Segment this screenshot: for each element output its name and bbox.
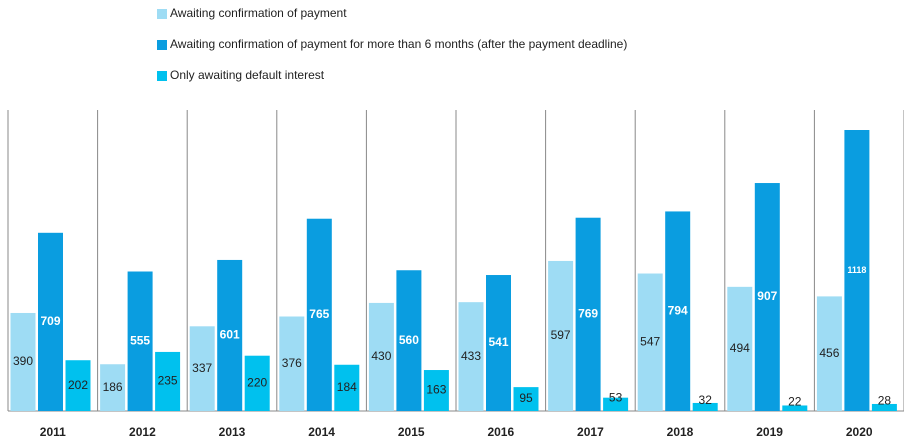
data-label: 456	[819, 346, 839, 360]
bar	[217, 259, 243, 411]
legend-label: Only awaiting default interest	[170, 68, 325, 82]
data-label: 494	[730, 341, 750, 355]
data-label: 555	[130, 333, 150, 347]
data-label: 601	[220, 328, 240, 342]
data-label: 430	[371, 349, 391, 363]
data-label: 22	[788, 394, 802, 408]
x-tick-label: 2018	[667, 425, 694, 439]
bar	[423, 370, 449, 411]
bar	[486, 275, 511, 411]
data-label: 376	[282, 356, 302, 370]
bar	[844, 130, 870, 411]
bar	[603, 397, 629, 411]
bar	[38, 232, 63, 411]
bar	[127, 271, 153, 411]
x-tick-label: 2016	[487, 425, 514, 439]
x-tick-label: 2017	[577, 425, 604, 439]
data-label: 28	[878, 394, 892, 408]
data-label: 32	[699, 393, 713, 407]
x-tick-label: 2020	[846, 425, 873, 439]
data-label: 95	[519, 391, 533, 405]
bar	[548, 260, 574, 411]
bar	[727, 286, 753, 411]
legend-label: Awaiting confirmation of payment for mor…	[170, 37, 627, 51]
data-label: 597	[551, 328, 571, 342]
data-label: 769	[578, 307, 598, 321]
bar	[189, 326, 215, 411]
bar	[396, 270, 422, 411]
data-label: 53	[609, 391, 623, 405]
bar	[782, 405, 808, 411]
data-label: 186	[103, 380, 123, 394]
bar	[244, 355, 270, 411]
legend-swatch	[157, 9, 167, 19]
bar	[871, 403, 897, 411]
bar	[155, 351, 181, 411]
bar	[513, 387, 539, 411]
legend-label: Awaiting confirmation of payment	[170, 6, 347, 20]
bar	[334, 364, 360, 411]
bar	[306, 218, 332, 411]
bar	[279, 316, 305, 411]
data-label: 235	[158, 374, 178, 388]
bar	[65, 360, 91, 411]
x-tick-label: 2013	[219, 425, 246, 439]
legend-swatch	[157, 71, 167, 81]
bar	[754, 183, 780, 411]
bar	[575, 217, 601, 411]
data-label: 220	[247, 376, 267, 390]
x-tick-label: 2014	[308, 425, 335, 439]
bar	[637, 273, 663, 411]
bar	[665, 211, 691, 411]
data-label: 390	[13, 354, 33, 368]
data-label: 794	[668, 303, 688, 317]
data-label: 337	[192, 361, 212, 375]
data-label: 547	[640, 334, 660, 348]
x-tick-label: 2012	[129, 425, 156, 439]
x-tick-label: 2019	[756, 425, 783, 439]
legend-swatch	[157, 40, 167, 50]
data-label: 560	[399, 333, 419, 347]
data-label: 433	[461, 349, 481, 363]
data-label: 1118	[847, 265, 866, 275]
data-label: 907	[757, 289, 777, 303]
data-label: 541	[488, 335, 508, 349]
bar	[458, 302, 484, 411]
bar	[100, 364, 126, 411]
data-label: 202	[68, 378, 88, 392]
bar	[692, 402, 718, 411]
x-tick-label: 2015	[398, 425, 425, 439]
x-tick-label: 2011	[40, 425, 66, 439]
bar	[816, 296, 842, 411]
bar	[10, 312, 36, 411]
data-label: 765	[309, 307, 329, 321]
bar	[368, 302, 394, 411]
data-label: 709	[40, 314, 60, 328]
data-label: 163	[426, 383, 446, 397]
data-label: 184	[337, 380, 357, 394]
